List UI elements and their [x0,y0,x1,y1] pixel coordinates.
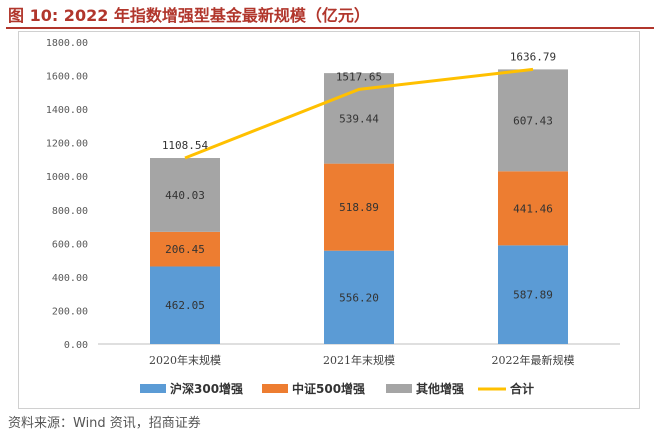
total-data-label: 1108.54 [162,139,209,152]
legend-swatch-3 [386,384,412,393]
chart-frame [18,31,640,409]
source-note: 资料来源：Wind 资讯，招商证券 [8,416,201,431]
legend-swatch-2 [262,384,288,393]
y-tick-label: 1800.00 [46,38,88,49]
y-tick-label: 1400.00 [46,105,88,116]
legend-swatch-1 [140,384,166,393]
y-tick-label: 400.00 [52,273,88,284]
x-category-label: 2020年末规模 [149,353,221,367]
bar-data-label: 441.46 [513,202,553,215]
y-tick-label: 1600.00 [46,72,88,83]
y-tick-label: 800.00 [52,206,88,217]
bar-segment-2 [324,163,394,251]
y-tick-label: 200.00 [52,306,88,317]
chart-title: 图 10: 2022 年指数增强型基金最新规模（亿元） [8,6,370,25]
bar-data-label: 539.44 [339,112,379,125]
bar-data-label: 206.45 [165,243,205,256]
legend-label: 其他增强 [416,381,464,396]
y-tick-label: 0.00 [64,340,88,351]
total-data-label: 1636.79 [510,50,556,63]
title-rule [6,27,654,29]
bar-data-label: 462.05 [165,299,205,312]
bar-segment-2 [150,231,220,267]
legend-label: 合计 [510,381,534,396]
bar-data-label: 556.20 [339,291,379,304]
y-tick-label: 1000.00 [46,172,88,183]
bar-data-label: 518.89 [339,201,379,214]
bar-segment-1 [150,266,220,344]
bar-data-label: 607.43 [513,114,553,127]
y-tick-label: 600.00 [52,239,88,250]
bar-segment-3 [498,69,568,172]
bar-segment-1 [498,245,568,344]
bar-data-label: 587.89 [513,289,553,302]
x-category-label: 2021年末规模 [323,353,395,367]
bar-segment-1 [324,250,394,344]
y-tick-label: 1200.00 [46,139,88,150]
total-series-line [184,67,534,160]
x-category-label: 2022年最新规模 [492,353,575,367]
bar-segment-2 [498,171,568,246]
legend-label: 沪深300增强 [170,381,243,396]
bar-segment-3 [150,158,220,232]
legend-label: 中证500增强 [292,381,365,396]
bar-data-label: 440.03 [165,189,205,202]
total-data-label: 1517.65 [336,70,382,83]
